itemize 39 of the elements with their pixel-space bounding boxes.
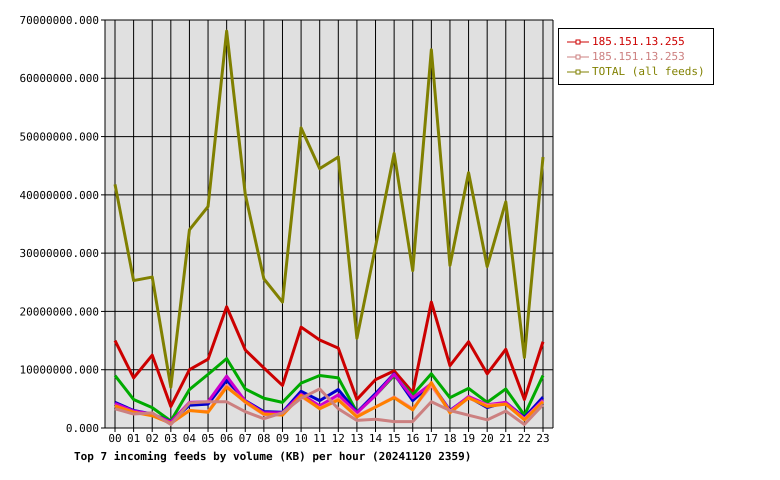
x-tick-label: 16 bbox=[406, 432, 420, 445]
line-series bbox=[114, 30, 544, 389]
y-tick-label: 20000000.000 bbox=[20, 305, 99, 318]
x-tick-label: 19 bbox=[462, 432, 476, 445]
x-tick-label: 11 bbox=[313, 432, 326, 445]
x-tick-label: 17 bbox=[424, 432, 438, 445]
x-tick-label: 22 bbox=[518, 432, 532, 445]
line-series bbox=[114, 300, 544, 408]
y-tick-label: 0.000 bbox=[66, 422, 99, 435]
legend-label: 185.151.13.253 bbox=[592, 49, 685, 64]
y-tick-label: 40000000.000 bbox=[20, 188, 99, 202]
x-tick-label: 18 bbox=[443, 432, 457, 445]
legend-label: TOTAL (all feeds) bbox=[592, 64, 705, 79]
y-tick-label: 30000000.000 bbox=[20, 247, 99, 260]
y-tick-label: 70000000.000 bbox=[20, 14, 99, 27]
x-tick-label: 05 bbox=[201, 432, 215, 445]
x-tick-label: 12 bbox=[332, 432, 345, 445]
line-series bbox=[114, 387, 544, 426]
x-tick-label: 20 bbox=[480, 432, 494, 445]
x-tick-label: 10 bbox=[294, 432, 308, 445]
x-tick-label: 03 bbox=[164, 432, 178, 445]
x-tick-label: 09 bbox=[276, 432, 290, 445]
y-tick-label: 60000000.000 bbox=[20, 72, 99, 86]
x-tick-label: 00 bbox=[108, 432, 122, 445]
x-tick-label: 04 bbox=[182, 432, 196, 445]
text: Top 7 incoming feeds by volume (KB) per hour (20241120 2359) bbox=[74, 450, 472, 463]
legend-label: 185.151.13.255 bbox=[592, 34, 685, 49]
x-tick-label: 07 bbox=[238, 432, 252, 445]
x-tick-label: 02 bbox=[146, 432, 159, 445]
x-tick-label: 23 bbox=[536, 432, 550, 445]
y-tick-label: 10000000.000 bbox=[20, 364, 99, 377]
x-tick-label: 01 bbox=[126, 432, 140, 445]
x-tick-label: 06 bbox=[220, 432, 234, 445]
x-tick-label: 13 bbox=[350, 432, 364, 445]
x-tick-label: 15 bbox=[388, 432, 401, 445]
y-tick-label: 50000000.000 bbox=[20, 130, 99, 144]
x-tick-label: 14 bbox=[368, 432, 383, 445]
x-tick-label: 08 bbox=[257, 432, 270, 445]
x-tick-label: 21 bbox=[499, 432, 512, 445]
